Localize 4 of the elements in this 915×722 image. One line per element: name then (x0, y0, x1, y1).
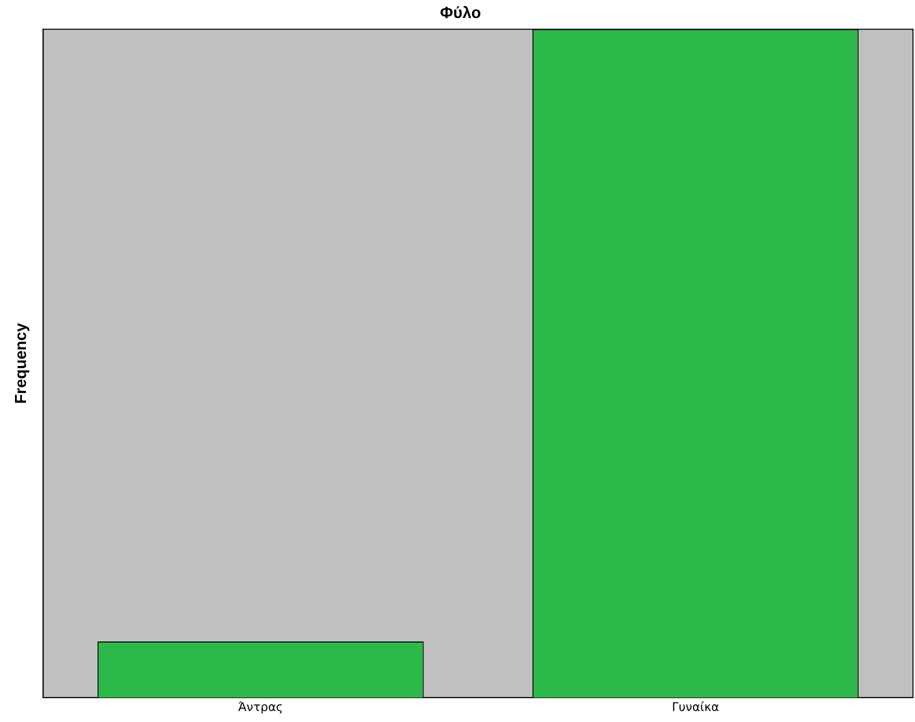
x-tick-label: Άντρας (238, 700, 284, 714)
y-axis-title: Frequency (13, 322, 30, 404)
x-tick-label: Γυναίκα (672, 700, 720, 714)
chart-title: Φύλο (440, 5, 482, 22)
